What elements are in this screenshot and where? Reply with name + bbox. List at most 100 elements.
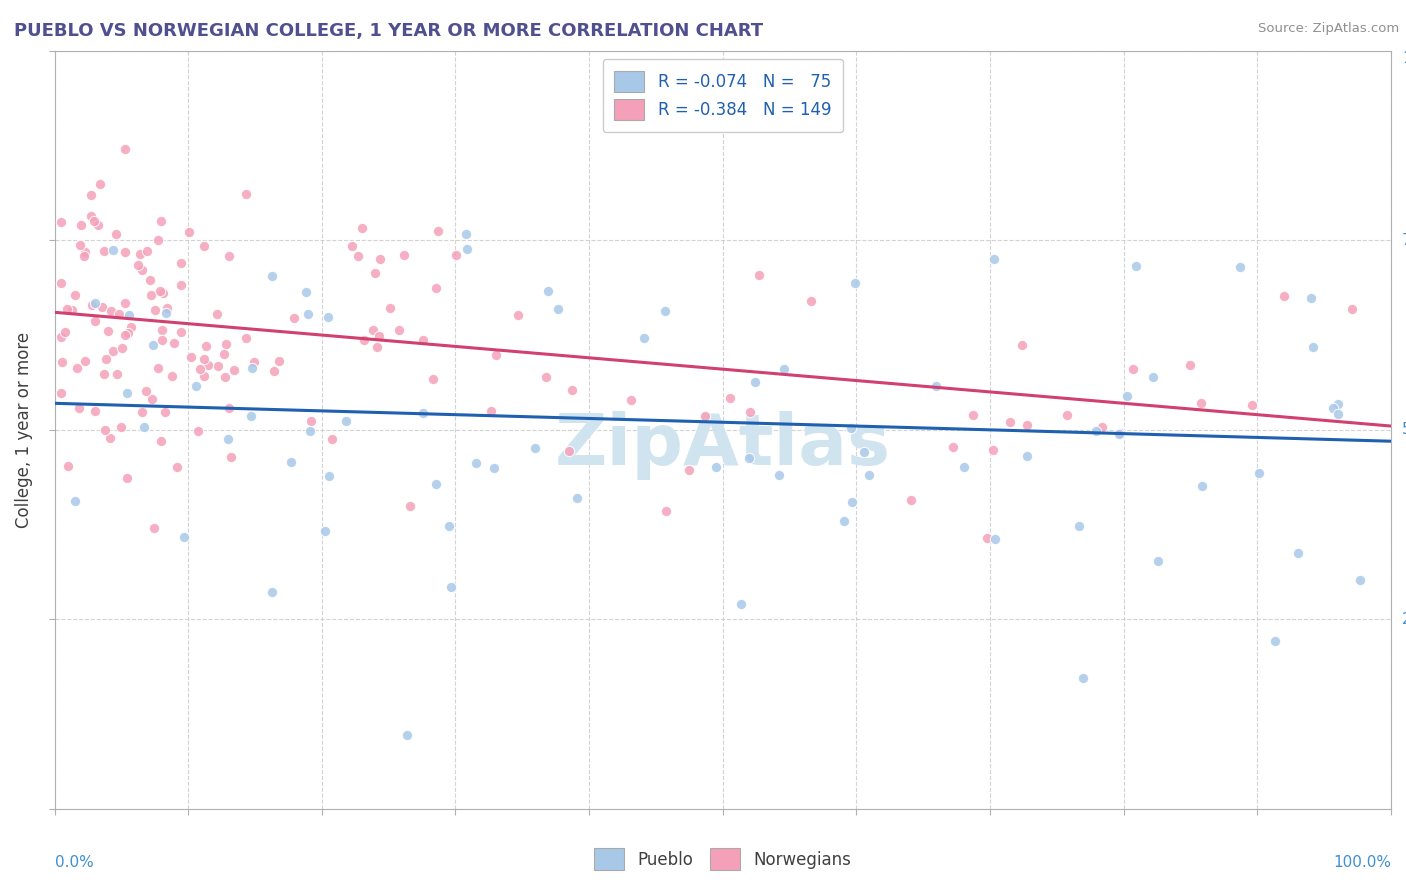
Point — [80, 298, 103, 312]
Point — [105, 367, 128, 381]
Point — [395, 728, 418, 742]
Point — [1147, 553, 1170, 567]
Point — [118, 308, 141, 322]
Point — [93, 244, 115, 258]
Point — [962, 408, 984, 422]
Point — [321, 432, 343, 446]
Point — [80, 209, 103, 223]
Point — [83, 214, 105, 228]
Point — [207, 359, 229, 374]
Point — [104, 227, 127, 241]
Point — [298, 424, 321, 438]
Point — [565, 491, 588, 505]
Point — [465, 456, 488, 470]
Point — [623, 29, 645, 43]
Point — [143, 521, 166, 535]
Point — [177, 225, 200, 239]
Point — [730, 597, 752, 611]
Text: ZipAtlas: ZipAtlas — [555, 410, 891, 480]
Point — [51, 385, 73, 400]
Point — [744, 375, 766, 389]
Point — [84, 404, 107, 418]
Point — [111, 341, 134, 355]
Point — [558, 443, 581, 458]
Point — [852, 445, 875, 459]
Point — [412, 406, 434, 420]
Point — [69, 401, 91, 415]
Point — [1011, 338, 1033, 352]
Point — [114, 296, 136, 310]
Point — [263, 363, 285, 377]
Point — [262, 268, 284, 283]
Point — [392, 248, 415, 262]
Y-axis label: College, 1 year or more: College, 1 year or more — [15, 332, 32, 528]
Point — [65, 287, 87, 301]
Point — [482, 461, 505, 475]
Point — [1069, 519, 1091, 533]
Point — [56, 458, 79, 473]
Point — [242, 360, 264, 375]
Point — [184, 379, 207, 393]
Point — [60, 302, 83, 317]
Point — [69, 238, 91, 252]
Point — [900, 492, 922, 507]
Point — [1350, 573, 1372, 587]
Point — [537, 284, 560, 298]
Point — [117, 326, 139, 340]
Point — [380, 301, 402, 315]
Point — [80, 188, 103, 202]
Point — [299, 414, 322, 428]
Legend: Pueblo, Norwegians: Pueblo, Norwegians — [588, 842, 858, 877]
Point — [114, 244, 136, 259]
Point — [295, 285, 318, 300]
Point — [693, 409, 716, 423]
Point — [314, 524, 336, 539]
Point — [368, 329, 391, 343]
Text: PUEBLO VS NORWEGIAN COLLEGE, 1 YEAR OR MORE CORRELATION CHART: PUEBLO VS NORWEGIAN COLLEGE, 1 YEAR OR M… — [14, 22, 763, 40]
Point — [152, 286, 174, 301]
Point — [150, 333, 173, 347]
Point — [73, 245, 96, 260]
Point — [143, 302, 166, 317]
Point — [620, 392, 643, 407]
Point — [1178, 358, 1201, 372]
Point — [115, 471, 138, 485]
Point — [444, 248, 467, 262]
Point — [163, 335, 186, 350]
Point — [132, 420, 155, 434]
Point — [1299, 292, 1322, 306]
Point — [97, 324, 120, 338]
Point — [235, 331, 257, 345]
Point — [56, 301, 79, 316]
Point — [1240, 398, 1263, 412]
Point — [773, 362, 796, 376]
Point — [1142, 369, 1164, 384]
Point — [858, 467, 880, 482]
Point — [839, 421, 862, 435]
Point — [1286, 546, 1309, 560]
Point — [205, 307, 228, 321]
Point — [364, 265, 387, 279]
Point — [361, 323, 384, 337]
Point — [100, 304, 122, 318]
Point — [193, 238, 215, 252]
Point — [748, 268, 770, 283]
Point — [70, 219, 93, 233]
Point — [1229, 260, 1251, 274]
Point — [456, 242, 478, 256]
Point — [425, 476, 447, 491]
Point — [506, 309, 529, 323]
Point — [239, 409, 262, 424]
Point — [1115, 388, 1137, 402]
Point — [353, 333, 375, 347]
Point — [150, 214, 173, 228]
Point — [243, 355, 266, 369]
Point — [180, 350, 202, 364]
Point — [297, 307, 319, 321]
Point — [217, 433, 239, 447]
Point — [188, 362, 211, 376]
Point — [718, 391, 741, 405]
Point — [51, 330, 73, 344]
Point — [93, 367, 115, 381]
Point — [169, 256, 191, 270]
